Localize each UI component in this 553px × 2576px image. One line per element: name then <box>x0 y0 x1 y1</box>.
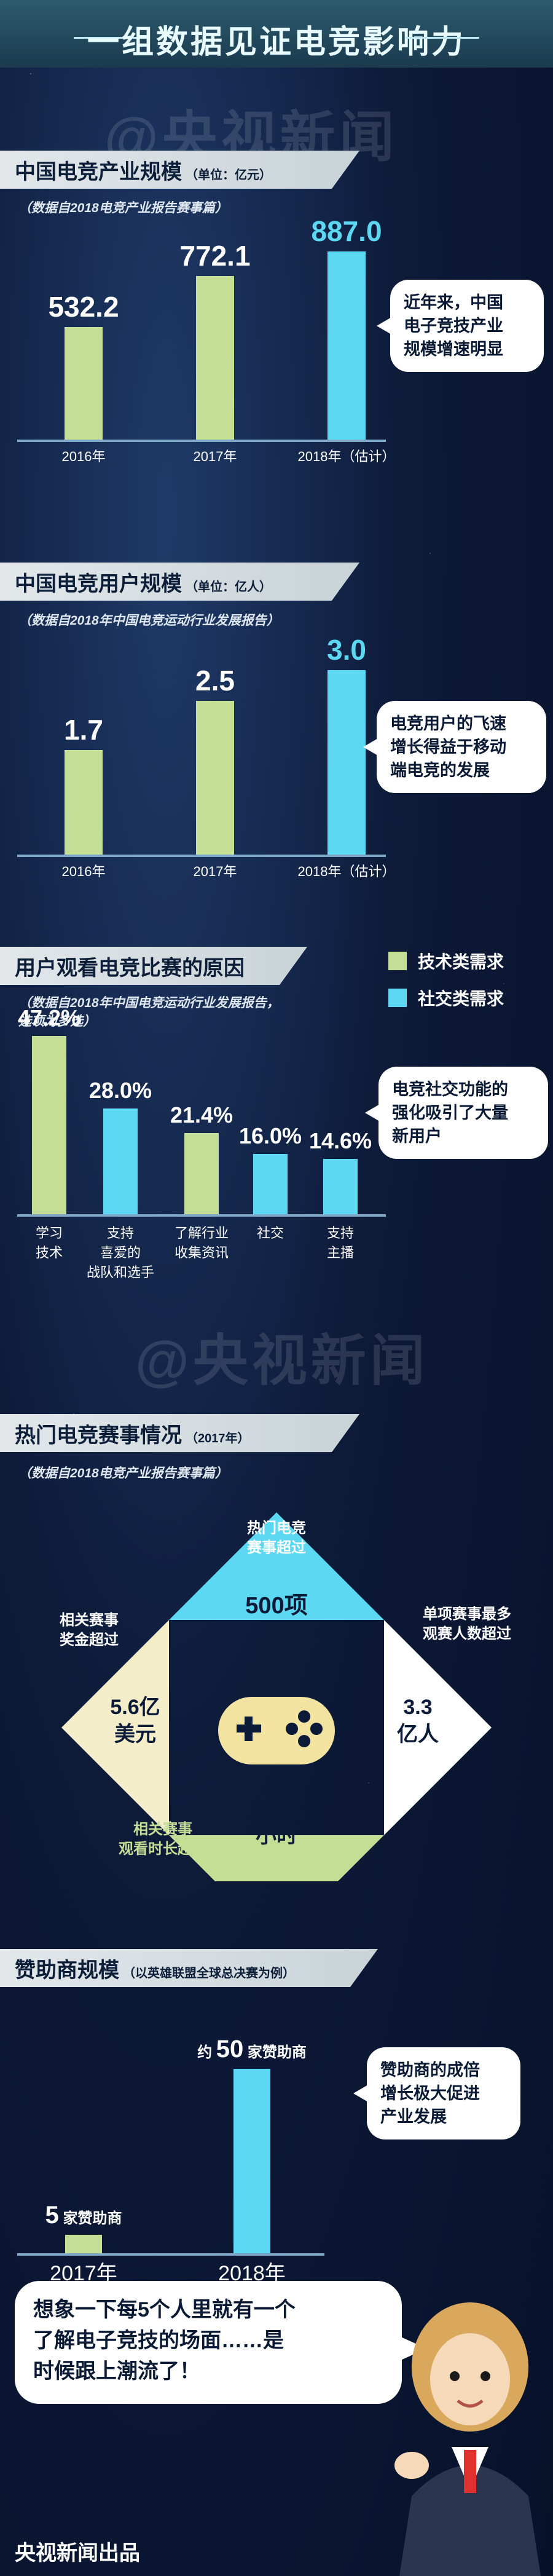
reasons-callout: 电竞社交功能的 强化吸引了大量 新用户 <box>365 1067 548 1159</box>
industry-value-label-2: 887.0 <box>311 215 382 247</box>
users-banner: 中国电竞用户规模 （单位：亿人） <box>0 563 272 601</box>
events-source: （数据自2018电竞产业报告赛事篇） <box>18 1466 228 1480</box>
title-decor-left <box>74 37 147 39</box>
sponsors-bar-1 <box>233 2069 270 2253</box>
footer-credit: 央视新闻出品 <box>15 2542 140 2565</box>
reasons-bar-2 <box>184 1133 219 1214</box>
events-left-label: 相关赛事 奖金超过 <box>60 1612 119 1648</box>
users-value-label-1: 2.5 <box>195 665 235 697</box>
sponsors-bar-0 <box>65 2235 102 2253</box>
diamond-bottom <box>169 1835 384 1881</box>
legend-swatch-green <box>388 952 407 970</box>
events-bottom-label: 相关赛事 观看时长超过 <box>119 1821 207 1857</box>
events-top-value: 500项 <box>245 1593 308 1619</box>
events-title: 热门电竞赛事情况 <box>15 1423 182 1447</box>
events-left-value: 5.6亿 美元 <box>110 1696 160 1746</box>
users-x-label-2: 2018年（估计） <box>297 864 396 879</box>
users-unit: （单位：亿人） <box>186 580 272 594</box>
industry-value-label-0: 532.2 <box>48 291 119 323</box>
gamepad-icon <box>218 1697 335 1764</box>
events-top-label: 热门电竞 赛事超过 <box>247 1520 306 1556</box>
diamond-top <box>169 1512 384 1620</box>
industry-bar-1 <box>196 276 234 440</box>
reasons-bar-1 <box>103 1108 138 1214</box>
diamond-right <box>384 1620 492 1835</box>
events-year: （2017年） <box>186 1431 250 1445</box>
industry-value-label-1: 772.1 <box>179 240 251 272</box>
industry-bar-2 <box>327 251 366 440</box>
legend-swatch-blue <box>388 989 407 1007</box>
industry-callout: 近年来，中国 电子竞技产业 规模增速明显 <box>377 280 544 372</box>
reasons-axis <box>17 1214 386 1217</box>
reasons-x-label-1: 支持 喜爱的 战队和选手 <box>86 1225 154 1280</box>
title-bar: 一组数据见证电竞影响力 <box>0 0 553 68</box>
users-title: 中国电竞用户规模 <box>15 572 182 596</box>
users-bar-1 <box>196 701 234 855</box>
industry-title: 中国电竞产业规模 <box>15 160 182 184</box>
sponsors-value-label-0: 5 家赞助商 <box>45 2202 122 2229</box>
reasons-bar-3 <box>253 1154 288 1214</box>
sponsors-title: 赞助商规模 <box>15 1958 119 1982</box>
users-x-label-0: 2016年 <box>61 864 106 879</box>
sponsors-note: （以英雄联盟全球总决赛为例） <box>123 1966 295 1980</box>
industry-x-label-1: 2017年 <box>193 449 237 464</box>
reasons-value-label-0: 47.2% <box>17 1005 81 1030</box>
industry-unit: （单位：亿元） <box>186 168 272 182</box>
industry-bar-0 <box>65 327 103 440</box>
users-value-label-2: 3.0 <box>327 634 366 666</box>
industry-source: （数据自2018电竞产业报告赛事篇） <box>18 201 228 215</box>
reasons-title: 用户观看电竞比赛的原因 <box>15 956 245 980</box>
page-title: 一组数据见证电竞影响力 <box>87 25 466 60</box>
events-bottom-value: 162亿 小时 <box>248 1797 305 1847</box>
sponsors-banner: 赞助商规模 （以英雄联盟全球总决赛为例） <box>0 1949 295 1987</box>
sponsors-callout: 赞助商的成倍 增长极大促进 产业发展 <box>353 2047 520 2139</box>
users-value-label-0: 1.7 <box>64 714 103 746</box>
industry-x-label-0: 2016年 <box>61 449 106 464</box>
presenter-avatar <box>394 2302 541 2576</box>
reasons-x-label-4: 支持 主播 <box>326 1225 354 1260</box>
reasons-value-label-1: 28.0% <box>88 1078 152 1103</box>
reasons-bar-4 <box>323 1159 358 1214</box>
reasons-banner: 用户观看电竞比赛的原因 <box>0 947 245 985</box>
industry-axis <box>17 440 386 442</box>
users-x-label-1: 2017年 <box>193 864 237 879</box>
events-right-label: 单项赛事最多 观赛人数超过 <box>423 1606 511 1642</box>
events-banner: 热门电竞赛事情况 （2017年） <box>0 1414 250 1452</box>
legend-technical: 技术类需求 <box>388 949 504 973</box>
diamond-left <box>61 1620 169 1835</box>
title-decor-right <box>406 37 479 39</box>
reasons-value-label-3: 16.0% <box>238 1123 302 1148</box>
events-right-value: 3.3 亿人 <box>397 1696 439 1746</box>
reasons-value-label-2: 21.4% <box>170 1102 233 1128</box>
closing-bubble: 想象一下每5个人里就有一个 了解电子竞技的场面……是 时候跟上潮流了！ <box>15 2281 426 2404</box>
reasons-x-label-0: 学习 技术 <box>35 1225 63 1260</box>
users-callout: 电竞用户的飞速 增长得益于移动 端电竞的发展 <box>363 701 546 793</box>
reasons-source: （数据自2018年中国电竞运动行业发展报告， 选项为多选） <box>18 996 280 1029</box>
users-axis <box>17 855 386 857</box>
watermark-middle: @央视新闻 <box>135 1330 429 1392</box>
users-source: （数据自2018年中国电竞运动行业发展报告） <box>18 614 280 628</box>
reasons-bar-0 <box>32 1036 66 1214</box>
legend-social: 社交类需求 <box>388 986 504 1010</box>
reasons-x-label-2: 了解行业 收集资讯 <box>174 1225 229 1260</box>
sponsors-value-label-1: 约 50 家赞助商 <box>197 2036 307 2063</box>
industry-x-label-2: 2018年（估计） <box>297 449 396 464</box>
sponsors-axis <box>17 2253 324 2256</box>
events-diamond <box>61 1512 492 1881</box>
users-bar-2 <box>327 670 366 855</box>
users-bar-0 <box>65 750 103 855</box>
industry-banner: 中国电竞产业规模 （单位：亿元） <box>0 151 272 189</box>
reasons-value-label-4: 14.6% <box>308 1128 372 1153</box>
reasons-x-label-3: 社交 <box>256 1225 284 1241</box>
